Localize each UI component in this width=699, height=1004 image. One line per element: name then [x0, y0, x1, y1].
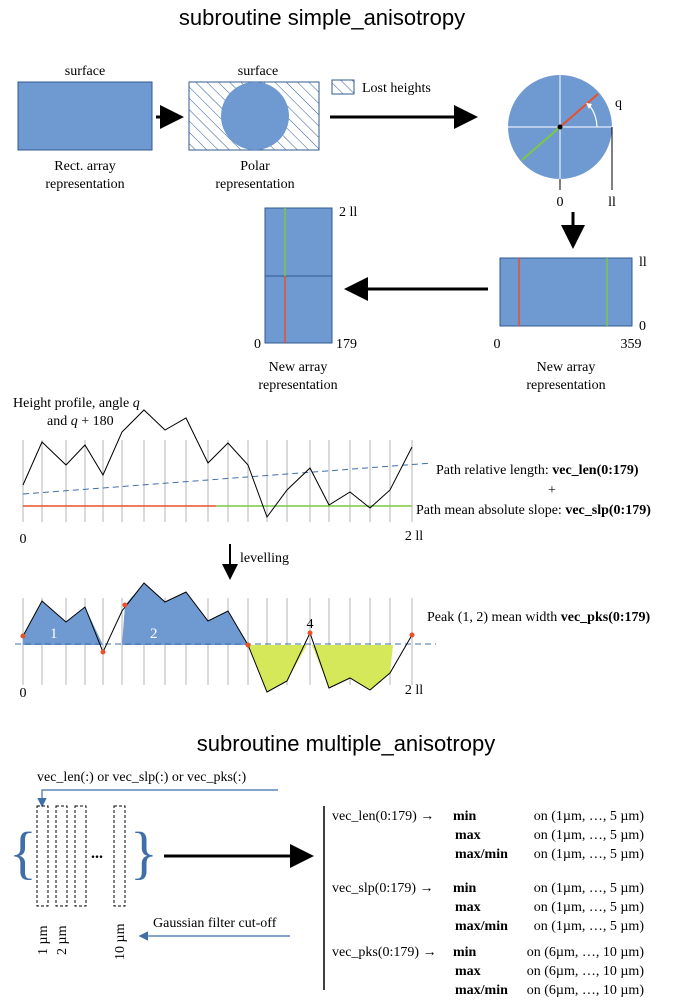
angle-arc-arrowhead: [586, 103, 592, 109]
new-array-left-top-label: 2 ll: [339, 205, 357, 220]
result-range: on (1µm, …, 5 µm): [534, 847, 645, 862]
circle-green-radius: [521, 126, 561, 161]
result-vector: vec_pks(0:179) →: [332, 945, 437, 960]
circle-center: [557, 124, 563, 130]
polar-caption-1: Polar: [240, 159, 270, 174]
valley-4-area: [312, 645, 393, 690]
result-range: on (1µm, …, 5 µm): [534, 881, 645, 896]
result-range: on (6µm, …, 10 µm): [527, 964, 645, 979]
result-stat: max: [455, 828, 481, 843]
surface-label-polar: surface: [238, 64, 278, 79]
cutoff-label: Gaussian filter cut-off: [153, 916, 277, 931]
circle-angle-label: q: [615, 96, 622, 111]
result-range: on (1µm, …, 5 µm): [534, 828, 645, 843]
crossing-dot-5: [307, 630, 313, 636]
result-vector: vec_slp(0:179) →: [332, 881, 433, 896]
new-array-left-caption-1: New array: [269, 360, 328, 375]
result-stat: min: [453, 809, 477, 824]
input-label: vec_len(:) or vec_slp(:) or vec_pks(:): [37, 770, 246, 785]
crossing-dot-2: [100, 649, 106, 655]
valley-4-label: 4: [307, 617, 314, 632]
rect-array: [17, 81, 153, 151]
scale-label-2um: 2 µm: [55, 925, 70, 955]
result-range: on (1µm, …, 5 µm): [534, 809, 645, 824]
peak-1-label: 1: [50, 626, 58, 642]
top-title: subroutine simple_anisotropy: [179, 5, 465, 30]
crossing-dot-6: [409, 632, 415, 638]
profile-x-start: 0: [20, 532, 27, 547]
new-array-right-caption-2: representation: [526, 378, 605, 393]
bottom-title: subroutine multiple_anisotropy: [197, 731, 495, 756]
peak-2-area: [122, 583, 248, 645]
profile-x-end: 2 ll: [405, 529, 423, 544]
peaks-curve: [22, 582, 413, 693]
result-stat: max: [455, 900, 481, 915]
crossing-dot-4: [245, 642, 251, 648]
bars-ellipsis: ...: [91, 845, 103, 862]
scale-label-10um: 10 µm: [113, 923, 128, 960]
polar-disk: [221, 82, 289, 150]
filter-bar-1: [36, 805, 49, 907]
new-array-right-right-label: 359: [621, 337, 642, 352]
path-plus-sign: +: [548, 483, 556, 498]
result-range: on (6µm, …, 10 µm): [527, 945, 645, 960]
filter-bar-2: [55, 805, 68, 907]
results-block: vec_len(0:179) → min on (1µm, …, 5 µm) max o…: [332, 809, 644, 998]
result-vector: vec_len(0:179) →: [332, 809, 434, 824]
peak-1-area: [23, 601, 103, 645]
result-range: on (6µm, …, 10 µm): [527, 983, 645, 998]
levelling-label: levelling: [240, 551, 289, 566]
result-range: on (1µm, …, 5 µm): [534, 900, 645, 915]
valley-3-area: [248, 645, 307, 692]
input-arrow: [37, 789, 278, 808]
profile-grid: [22, 440, 413, 522]
new-array-right-top-label: ll: [639, 255, 647, 270]
profile-caption-2: and q + 180: [47, 414, 114, 429]
lost-heights-label: Lost heights: [362, 81, 431, 96]
result-stat: min: [453, 881, 477, 896]
result-range: on (1µm, …, 5 µm): [534, 919, 645, 934]
filter-bar-10: [113, 805, 126, 907]
result-stat: max/min: [455, 983, 508, 998]
profile-curve: [22, 409, 413, 519]
new-array-right-left-label: 0: [494, 337, 501, 352]
circle-red-radius: [559, 93, 599, 128]
new-array-left-caption-2: representation: [258, 378, 337, 393]
rect-array-caption-2: representation: [45, 177, 124, 192]
path-slp-text: Path mean absolute slope: vec_slp(0:179): [416, 503, 651, 518]
angle-arc: [589, 105, 598, 128]
new-array-left-right-label: 179: [336, 337, 357, 352]
new-array-right-caption-1: New array: [537, 360, 596, 375]
result-stat: max/min: [455, 847, 508, 862]
peaks-x-end: 2 ll: [405, 683, 423, 698]
new-array-left-bottom-label: 0: [254, 337, 261, 352]
rect-array-caption-1: Rect. array: [54, 159, 115, 174]
peak-width-text: Peak (1, 2) mean width vec_pks(0:179): [427, 610, 651, 625]
new-array-right: [499, 257, 633, 327]
scale-label-1um: 1 µm: [36, 925, 51, 955]
surface-label-rect: surface: [65, 64, 105, 79]
circle-zero-label: 0: [557, 195, 564, 210]
filter-bar-3: [74, 805, 87, 907]
profile-dashed-trend: [22, 462, 433, 495]
profile-caption-1: Height profile, angle q: [13, 396, 140, 411]
peak-2-label: 2: [150, 626, 158, 642]
crossing-dot-3: [122, 602, 128, 608]
lost-heights-swatch: [331, 79, 355, 95]
result-stat: min: [453, 945, 477, 960]
left-brace: {: [9, 820, 37, 885]
result-stat: max/min: [455, 919, 508, 934]
new-array-right-bottom-label: 0: [639, 319, 646, 334]
path-len-text: Path relative length: vec_len(0:179): [436, 463, 639, 478]
right-brace: }: [130, 820, 158, 885]
result-stat: max: [455, 964, 481, 979]
crossing-dot-1: [20, 633, 26, 639]
peaks-x-start: 0: [20, 686, 27, 701]
circle-ll-label: ll: [608, 195, 616, 210]
polar-caption-2: representation: [215, 177, 294, 192]
